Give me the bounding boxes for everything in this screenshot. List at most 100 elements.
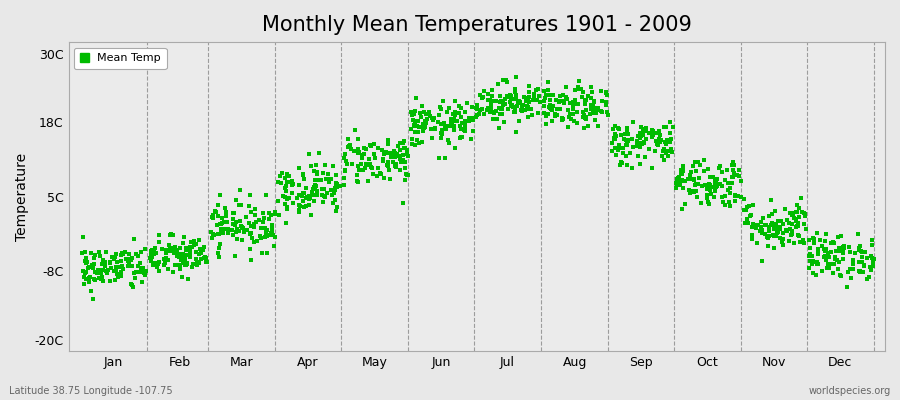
- Point: [494, 106, 508, 112]
- Point: [436, 98, 450, 104]
- Point: [148, 262, 162, 268]
- Point: [195, 247, 210, 254]
- Point: [233, 223, 248, 229]
- Point: [230, 229, 244, 235]
- Point: [719, 166, 733, 173]
- Point: [681, 176, 696, 182]
- Point: [427, 114, 441, 121]
- Point: [806, 259, 820, 266]
- Point: [663, 139, 678, 146]
- Point: [785, 212, 799, 218]
- Point: [687, 176, 701, 182]
- Point: [649, 138, 663, 144]
- Point: [107, 256, 122, 262]
- Point: [501, 106, 516, 112]
- Point: [320, 176, 335, 182]
- Point: [152, 232, 166, 238]
- Point: [635, 132, 650, 138]
- Point: [787, 212, 801, 218]
- Point: [261, 216, 275, 222]
- Point: [366, 150, 381, 157]
- Point: [585, 89, 599, 95]
- Point: [521, 106, 535, 113]
- Point: [230, 236, 245, 242]
- Point: [673, 169, 688, 176]
- Point: [688, 187, 703, 194]
- Point: [170, 248, 184, 255]
- Point: [138, 272, 152, 278]
- Point: [772, 224, 787, 230]
- Point: [356, 144, 371, 151]
- Point: [543, 102, 557, 109]
- Point: [104, 265, 119, 272]
- Point: [852, 258, 867, 265]
- Point: [576, 89, 590, 96]
- Point: [762, 233, 777, 240]
- Point: [124, 256, 139, 263]
- Point: [614, 145, 628, 151]
- Point: [87, 251, 102, 258]
- Point: [651, 142, 665, 148]
- Point: [152, 238, 166, 245]
- Point: [310, 177, 325, 183]
- Point: [405, 141, 419, 147]
- Point: [584, 102, 598, 108]
- Point: [243, 192, 257, 198]
- Point: [469, 104, 483, 111]
- Point: [116, 265, 130, 272]
- Point: [454, 134, 469, 140]
- Point: [371, 165, 385, 171]
- Point: [540, 87, 554, 93]
- Point: [619, 125, 634, 131]
- Point: [406, 116, 420, 123]
- Point: [588, 117, 602, 124]
- Point: [617, 130, 632, 137]
- Point: [472, 111, 486, 118]
- Point: [563, 100, 578, 106]
- Point: [441, 137, 455, 143]
- Point: [706, 194, 721, 200]
- Point: [608, 136, 622, 142]
- Point: [76, 268, 90, 274]
- Point: [715, 193, 729, 200]
- Point: [605, 140, 619, 146]
- Point: [688, 177, 702, 184]
- Point: [636, 126, 651, 133]
- Point: [274, 170, 289, 176]
- Point: [600, 108, 615, 115]
- Point: [464, 136, 479, 142]
- Point: [392, 147, 407, 153]
- Point: [397, 138, 411, 144]
- Point: [846, 266, 860, 272]
- Point: [833, 233, 848, 239]
- Point: [199, 259, 213, 265]
- Point: [828, 256, 842, 262]
- Point: [285, 182, 300, 189]
- Point: [645, 128, 660, 134]
- Point: [308, 177, 322, 183]
- Point: [329, 182, 344, 188]
- Point: [726, 167, 741, 173]
- Point: [787, 215, 801, 221]
- Point: [652, 128, 666, 134]
- Point: [671, 179, 686, 186]
- Point: [548, 110, 562, 117]
- Point: [724, 161, 739, 168]
- Point: [555, 116, 570, 123]
- Point: [708, 180, 723, 186]
- Point: [295, 190, 310, 196]
- Point: [159, 247, 174, 254]
- Point: [228, 222, 242, 228]
- Point: [328, 207, 343, 214]
- Point: [277, 201, 292, 207]
- Point: [773, 226, 788, 232]
- Point: [181, 245, 195, 251]
- Point: [507, 109, 521, 116]
- Point: [601, 112, 616, 119]
- Point: [762, 228, 777, 234]
- Point: [428, 125, 443, 131]
- Point: [454, 134, 468, 140]
- Point: [383, 150, 398, 156]
- Point: [212, 191, 227, 198]
- Point: [788, 209, 803, 216]
